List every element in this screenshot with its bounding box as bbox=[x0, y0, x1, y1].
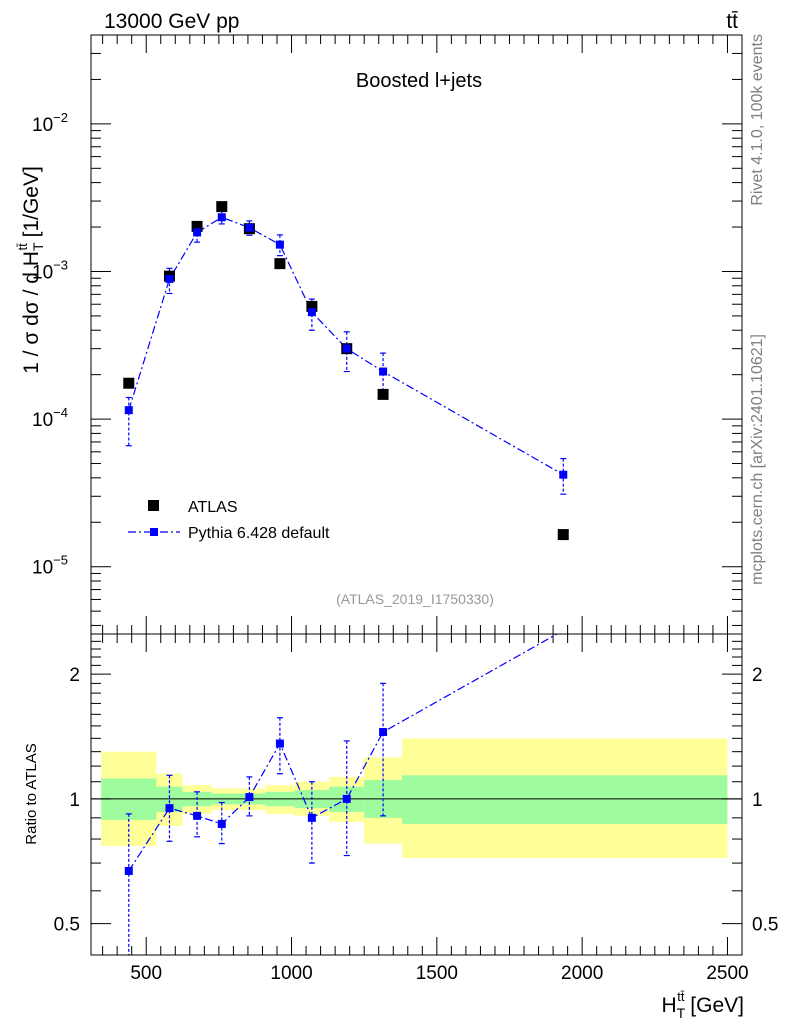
pythia-point bbox=[559, 470, 568, 479]
pythia-line bbox=[128, 216, 564, 476]
atlas-point bbox=[557, 529, 569, 541]
ratio-ylabel: Ratio to ATLAS bbox=[23, 743, 40, 844]
legend-pythia-marker bbox=[150, 528, 158, 536]
ratio-band-inner bbox=[401, 775, 728, 824]
ratio-point bbox=[275, 739, 284, 748]
ratio-y-tick-label: 1 bbox=[69, 790, 80, 811]
ratio-point bbox=[217, 819, 226, 828]
main-frame bbox=[90, 34, 743, 635]
main-title: Boosted l+jets bbox=[356, 70, 482, 92]
atlas-point bbox=[123, 377, 135, 389]
ratio-point bbox=[245, 793, 254, 802]
atlas-point bbox=[274, 258, 286, 270]
atlas-point bbox=[377, 388, 389, 400]
pythia-point bbox=[165, 274, 174, 283]
atlas-point bbox=[306, 300, 318, 312]
main-ylabel: 1 / σ dσ / d HTtt̄ [1/GeV] bbox=[15, 166, 46, 374]
pythia-point bbox=[307, 308, 316, 317]
final-state-label: tt̄ bbox=[726, 10, 738, 33]
x-tick-label: 1000 bbox=[270, 963, 312, 984]
y-tick-label: 10−4 bbox=[32, 405, 68, 431]
analysis-annotation: (ATLAS_2019_I1750330) bbox=[336, 591, 494, 607]
ratio-point bbox=[342, 794, 351, 803]
ratio-line bbox=[128, 634, 559, 872]
ratio-point bbox=[379, 728, 388, 737]
ratio-point bbox=[165, 804, 174, 813]
legend-atlas-label: ATLAS bbox=[188, 499, 238, 516]
y-tick-label: 10−5 bbox=[32, 553, 68, 579]
legend-atlas-marker bbox=[148, 500, 159, 511]
ratio-point bbox=[193, 811, 202, 820]
svg-text:1 / σ dσ / d HTtt̄ [1/GeV]: 1 / σ dσ / d HTtt̄ [1/GeV] bbox=[15, 166, 46, 374]
process-label: 13000 GeV pp bbox=[104, 10, 239, 33]
x-tick-label: 500 bbox=[130, 963, 162, 984]
ratio-y-tick-label-right: 0.5 bbox=[752, 915, 778, 936]
main-panel: 10−2 10−3 10−4 10−5 Boosted l+jets (ATLAS_2… bbox=[15, 34, 743, 635]
x-tick-label: 2500 bbox=[706, 963, 748, 984]
atlas-point bbox=[216, 201, 228, 213]
ratio-y-tick-label: 0.5 bbox=[54, 915, 80, 936]
ratio-point bbox=[307, 813, 316, 822]
pythia-point bbox=[245, 223, 254, 232]
pythia-point bbox=[193, 228, 202, 237]
ratio-frame bbox=[90, 633, 743, 956]
ratio-y-tick-label-right: 1 bbox=[752, 790, 763, 811]
ratio-y-tick-label-right: 2 bbox=[752, 665, 763, 686]
atlas-point bbox=[191, 220, 203, 232]
ratio-xlabel: HTtt̄ [GeV] bbox=[662, 989, 745, 1021]
rivet-label: Rivet 4.1.0, 100k events bbox=[749, 34, 766, 206]
y-tick-label: 10−2 bbox=[32, 110, 68, 136]
x-tick-label: 1500 bbox=[416, 963, 458, 984]
legend: ATLAS Pythia 6.428 default bbox=[128, 499, 330, 542]
y-tick-label: 10−3 bbox=[32, 257, 68, 283]
ratio-panel: 2 2 1 1 0.5 0.5 500 1000 1500 2000 2500 Ratio to … bbox=[23, 633, 778, 1021]
legend-pythia-label: Pythia 6.428 default bbox=[188, 525, 330, 542]
source-label: mcplots.cern.ch [arXiv:2401.10621] bbox=[749, 334, 766, 585]
pythia-point bbox=[217, 213, 226, 222]
ratio-series bbox=[124, 634, 559, 955]
ratio-y-tick-label: 2 bbox=[69, 665, 80, 686]
pythia-point bbox=[124, 406, 133, 415]
ratio-point bbox=[124, 866, 133, 875]
pythia-point bbox=[379, 367, 388, 376]
x-tick-label: 2000 bbox=[561, 963, 603, 984]
pythia-point bbox=[342, 344, 351, 353]
pythia-point bbox=[275, 240, 284, 249]
